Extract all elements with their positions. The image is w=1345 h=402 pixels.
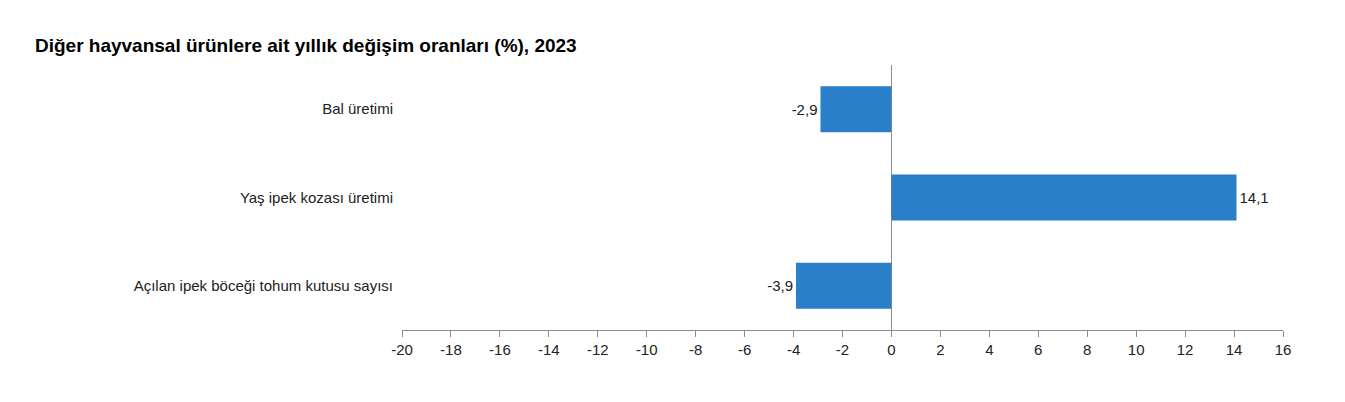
svg-text:-3,9: -3,9 [767,277,793,294]
svg-text:Bal üretimi: Bal üretimi [322,100,393,117]
svg-text:0: 0 [887,341,895,358]
svg-text:14,1: 14,1 [1240,189,1269,206]
svg-text:4: 4 [985,341,993,358]
svg-text:6: 6 [1034,341,1042,358]
svg-text:10: 10 [1128,341,1145,358]
svg-text:-2: -2 [836,341,849,358]
svg-text:-10: -10 [636,341,658,358]
svg-text:Açılan ipek böceği tohum kutus: Açılan ipek böceği tohum kutusu sayısı [134,277,393,294]
svg-text:-2,9: -2,9 [792,101,818,118]
svg-text:-12: -12 [587,341,609,358]
svg-text:-14: -14 [538,341,560,358]
svg-text:12: 12 [1177,341,1194,358]
svg-text:14: 14 [1226,341,1243,358]
svg-text:Yaş ipek kozası üretimi: Yaş ipek kozası üretimi [240,189,393,206]
svg-text:-18: -18 [440,341,462,358]
svg-text:-6: -6 [738,341,751,358]
svg-text:-4: -4 [787,341,800,358]
svg-text:Diğer hayvansal ürünlere ait y: Diğer hayvansal ürünlere ait yıllık deği… [35,35,577,56]
svg-text:-8: -8 [689,341,702,358]
svg-text:16: 16 [1275,341,1292,358]
svg-text:2: 2 [936,341,944,358]
svg-text:-20: -20 [391,341,413,358]
svg-text:8: 8 [1083,341,1091,358]
svg-text:-16: -16 [489,341,511,358]
